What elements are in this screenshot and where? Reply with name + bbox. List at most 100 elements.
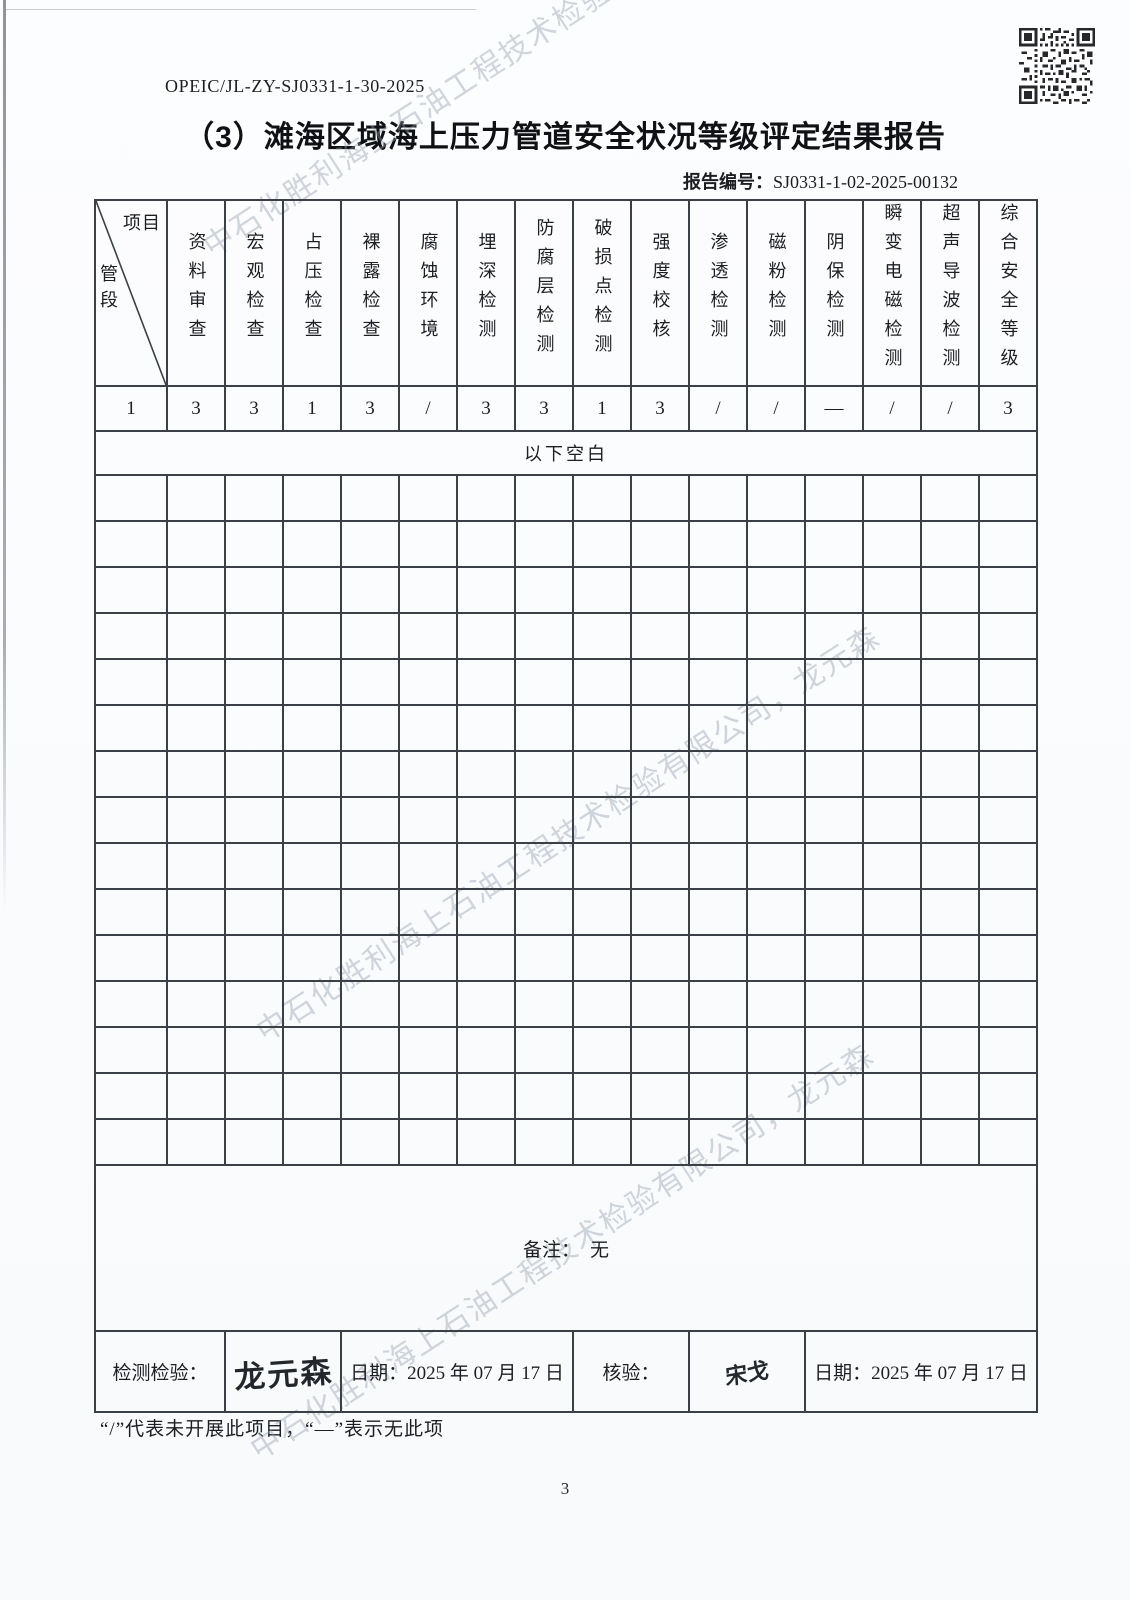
empty-grid-row — [94, 934, 1038, 982]
table-data-row: 1 3 3 1 3/3 3 1 3// — //3 — [94, 385, 1038, 432]
corner-cell: 项目 管段 — [94, 199, 168, 387]
empty-cell — [340, 1118, 400, 1166]
column-header-label: 强度校核 — [650, 232, 671, 348]
empty-cell — [166, 888, 226, 936]
verify-signature-cell: 宋戈 — [688, 1330, 806, 1413]
column-header-label: 埋深检测 — [476, 232, 497, 348]
empty-cell — [572, 796, 632, 844]
empty-cell — [340, 520, 400, 568]
empty-cell — [94, 1118, 168, 1166]
signoff-row: 检测检验： 龙元森 日期：2025 年 07 月 17 日 核验： 宋戈 日期：… — [94, 1330, 1038, 1413]
column-header-label: 防腐层检测 — [534, 217, 555, 363]
empty-cell — [456, 704, 516, 752]
empty-cell — [804, 796, 864, 844]
empty-cell — [630, 658, 690, 706]
column-header: 资料审查 — [166, 199, 226, 387]
empty-cell — [572, 612, 632, 660]
empty-cell — [978, 1118, 1038, 1166]
empty-cell — [282, 520, 342, 568]
empty-cell — [862, 934, 922, 982]
column-header: 埋深检测 — [456, 199, 516, 387]
empty-cell — [166, 980, 226, 1028]
empty-cell — [340, 750, 400, 798]
empty-cell — [224, 520, 284, 568]
empty-grid-row — [94, 474, 1038, 522]
empty-cell — [514, 796, 574, 844]
empty-cell — [630, 934, 690, 982]
empty-cell — [746, 1072, 806, 1120]
empty-cell — [282, 980, 342, 1028]
empty-cell — [514, 566, 574, 614]
date-label: 日期： — [814, 1363, 872, 1384]
empty-cell — [688, 566, 748, 614]
empty-cell — [166, 1118, 226, 1166]
empty-cell — [224, 1118, 284, 1166]
empty-cell — [514, 1118, 574, 1166]
empty-cell — [978, 934, 1038, 982]
empty-cell — [688, 1026, 748, 1074]
diagonal-divider — [96, 201, 166, 385]
empty-cell — [166, 704, 226, 752]
column-header-label: 宏观检查 — [244, 232, 265, 348]
empty-cell — [862, 1118, 922, 1166]
empty-cell — [688, 842, 748, 890]
empty-cell — [514, 750, 574, 798]
inspect-signature-cell: 龙元森 — [224, 1330, 342, 1413]
page-title: （3）滩海区域海上压力管道安全状况等级评定结果报告 — [184, 121, 946, 154]
empty-cell — [340, 980, 400, 1028]
empty-cell — [224, 796, 284, 844]
empty-cell — [282, 1072, 342, 1120]
empty-cell — [340, 474, 400, 522]
empty-cell — [630, 750, 690, 798]
report-number-value: SJ0331-1-02-2025-00132 — [773, 172, 958, 192]
result-cell: 3 — [166, 385, 226, 432]
empty-cell — [804, 842, 864, 890]
column-header: 超声导波检测 — [920, 199, 980, 387]
empty-cell — [514, 612, 574, 660]
empty-cell — [282, 658, 342, 706]
column-header: 综合安全等级 — [978, 199, 1038, 387]
empty-cell — [398, 474, 458, 522]
empty-cell — [630, 796, 690, 844]
scan-edge-top-line — [6, 9, 476, 10]
empty-cell — [978, 704, 1038, 752]
corner-label-segment: 管段 — [100, 264, 118, 310]
empty-cell — [804, 888, 864, 936]
blank-note: 以下空白 — [94, 430, 1038, 476]
empty-cell — [920, 520, 980, 568]
empty-cell — [862, 658, 922, 706]
empty-cell — [978, 520, 1038, 568]
inspect-date-cell: 日期：2025 年 07 月 17 日 — [340, 1330, 574, 1413]
empty-cell — [920, 612, 980, 660]
column-header: 宏观检查 — [224, 199, 284, 387]
empty-cell — [862, 980, 922, 1028]
empty-cell — [398, 658, 458, 706]
empty-cell — [688, 980, 748, 1028]
empty-cell — [920, 1072, 980, 1120]
empty-cell — [94, 658, 168, 706]
empty-cell — [456, 1118, 516, 1166]
result-cell: 3 — [340, 385, 400, 432]
empty-cell — [978, 980, 1038, 1028]
empty-cell — [630, 1026, 690, 1074]
result-cell: 3 — [456, 385, 516, 432]
empty-cell — [398, 750, 458, 798]
empty-cell — [166, 1026, 226, 1074]
empty-cell — [456, 612, 516, 660]
result-cell: / — [688, 385, 748, 432]
empty-cell — [456, 474, 516, 522]
column-header: 阴保检测 — [804, 199, 864, 387]
empty-grid-row — [94, 1072, 1038, 1120]
column-header-label: 瞬变电磁检测 — [882, 203, 903, 377]
result-cell: / — [920, 385, 980, 432]
empty-cell — [630, 566, 690, 614]
empty-cell — [398, 1118, 458, 1166]
empty-cell — [862, 474, 922, 522]
empty-grid-row — [94, 658, 1038, 706]
empty-cell — [862, 842, 922, 890]
empty-cell — [978, 842, 1038, 890]
empty-cell — [978, 474, 1038, 522]
empty-cell — [398, 1026, 458, 1074]
empty-cell — [456, 842, 516, 890]
